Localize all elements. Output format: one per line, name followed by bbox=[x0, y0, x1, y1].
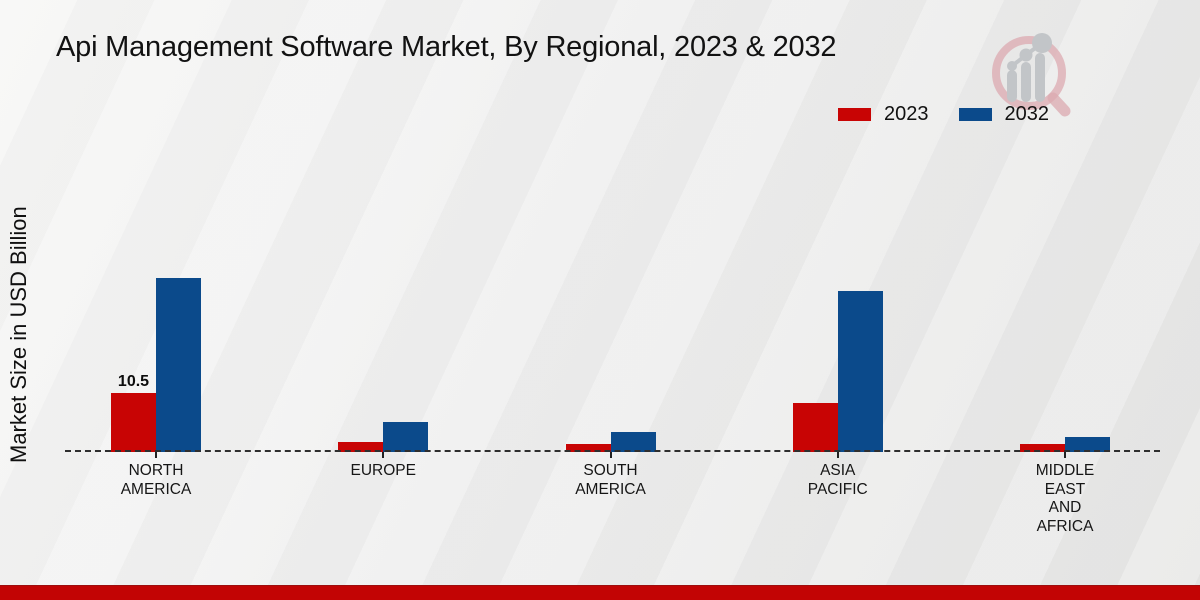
category-label-europe: EUROPE bbox=[350, 462, 416, 479]
x-axis-tick bbox=[609, 452, 612, 458]
category-label-middle-east-and-africa: MIDDLE EAST AND AFRICA bbox=[1035, 462, 1095, 535]
legend: 2023 2032 bbox=[838, 103, 1049, 126]
legend-swatch-2032 bbox=[958, 108, 992, 121]
legend-label: 2023 bbox=[884, 103, 929, 125]
x-axis-tick bbox=[1064, 452, 1066, 458]
legend-item-2023: 2023 bbox=[838, 103, 929, 126]
category-label-north-america: NORTH AMERICA bbox=[120, 462, 192, 498]
x-axis-tick bbox=[382, 452, 385, 458]
legend-swatch-2023 bbox=[838, 108, 871, 121]
legend-item-2032: 2032 bbox=[958, 103, 1050, 126]
bar-2032-middle-east-and-africa bbox=[1065, 437, 1110, 452]
bar-2023-europe bbox=[338, 442, 384, 452]
bar-2023-south-america bbox=[565, 444, 611, 452]
brand-logo-magnifier-chart-icon bbox=[992, 33, 1071, 117]
category-label-south-america: SOUTH AMERICA bbox=[575, 462, 646, 498]
bar-2032-south-america bbox=[610, 432, 656, 452]
legend-label: 2032 bbox=[1004, 103, 1050, 125]
data-label-2023-north-america: 10.5 bbox=[117, 373, 150, 390]
bar-2032-asia-pacific bbox=[837, 291, 883, 452]
footer-red-strip bbox=[0, 585, 1200, 600]
category-label-asia-pacific: ASIA PACIFIC bbox=[807, 462, 868, 498]
x-axis-tick bbox=[155, 452, 157, 458]
bar-2023-asia-pacific bbox=[792, 403, 838, 452]
x-axis-tick bbox=[836, 452, 839, 458]
bar-2032-north-america bbox=[156, 278, 201, 452]
bar-2032-europe bbox=[383, 422, 429, 452]
bar-2023-north-america bbox=[111, 393, 156, 452]
chart-title: Api Management Software Market, By Regio… bbox=[56, 31, 837, 63]
bar-2023-middle-east-and-africa bbox=[1020, 444, 1065, 452]
x-axis-dashed-line bbox=[65, 450, 1160, 452]
